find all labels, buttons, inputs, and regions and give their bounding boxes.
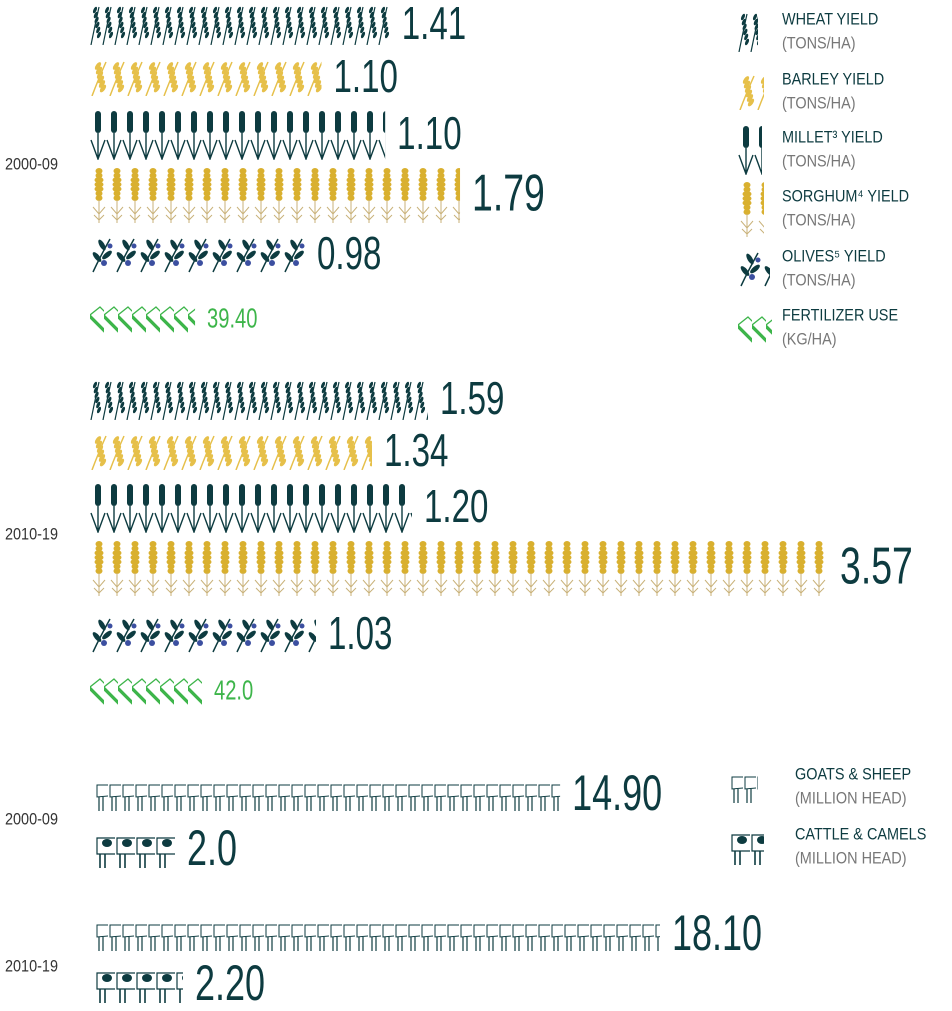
pictogram-bar (90, 483, 412, 533)
pictogram-bar (90, 303, 196, 333)
period-label: 2010-19 (5, 957, 58, 975)
legend-name: OLIVES⁵ YIELD (782, 247, 886, 265)
pictogram-bar (90, 60, 322, 96)
value-label: 1.41 (402, 0, 466, 49)
value-label: 1.34 (384, 426, 448, 476)
legend-icon (738, 181, 764, 237)
legend-unit: (TONS/HA) (782, 211, 856, 229)
pictogram-bar (90, 5, 390, 45)
pictogram-bar (90, 617, 316, 653)
legend-name: GOATS & SHEEP (795, 765, 911, 783)
period-label: 2010-19 (5, 525, 58, 543)
period-label: 2000-09 (5, 155, 58, 173)
legend-unit: (MILLION HEAD) (795, 849, 907, 867)
legend-unit: (TONS/HA) (782, 34, 856, 52)
pictogram-bar (95, 963, 183, 1007)
value-label: 14.90 (572, 767, 662, 822)
pictogram-bar (90, 540, 828, 596)
legend-icon (738, 12, 758, 52)
legend-icon (738, 125, 762, 175)
value-label: 0.98 (317, 229, 381, 279)
value-label: 1.10 (333, 52, 397, 102)
legend-unit: (TONS/HA) (782, 94, 856, 112)
period-label: 2000-09 (5, 810, 58, 828)
legend-name: SORGHUM⁴ YIELD (782, 187, 909, 205)
legend-unit: (KG/HA) (782, 330, 837, 348)
value-label: 3.57 (840, 537, 913, 596)
pictogram-bar (95, 913, 660, 957)
value-label: 2.20 (195, 957, 265, 1011)
legend-unit: (TONS/HA) (782, 152, 856, 170)
legend-unit: (TONS/HA) (782, 271, 856, 289)
pictogram-bar (90, 167, 461, 223)
legend-icon (738, 313, 772, 343)
value-label: 42.0 (214, 675, 253, 706)
value-label: 18.10 (672, 907, 762, 962)
legend-icon (738, 251, 770, 287)
value-label: 1.03 (328, 609, 392, 659)
pictogram-bar (90, 380, 428, 420)
value-label: 39.40 (207, 303, 257, 334)
legend-name: CATTLE & CAMELS (795, 825, 926, 843)
value-label: 1.79 (472, 164, 545, 223)
legend-unit: (MILLION HEAD) (795, 789, 907, 807)
value-label: 1.20 (424, 482, 488, 532)
value-label: 2.0 (187, 822, 237, 877)
pictogram-bar (95, 773, 561, 817)
legend-name: WHEAT YIELD (782, 10, 878, 28)
pictogram-bar (90, 675, 202, 705)
legend-icon (738, 74, 764, 110)
value-label: 1.10 (397, 109, 461, 159)
legend-name: BARLEY YIELD (782, 70, 884, 88)
pictogram-bar (95, 828, 175, 872)
legend-name: FERTILIZER USE (782, 306, 898, 324)
pictogram-bar (90, 110, 386, 160)
pictogram-bar (90, 237, 306, 273)
value-label: 1.59 (440, 374, 504, 424)
pictogram-bar (90, 434, 372, 470)
legend-icon (730, 765, 758, 809)
legend-name: MILLET³ YIELD (782, 128, 883, 146)
legend-icon (730, 825, 764, 869)
